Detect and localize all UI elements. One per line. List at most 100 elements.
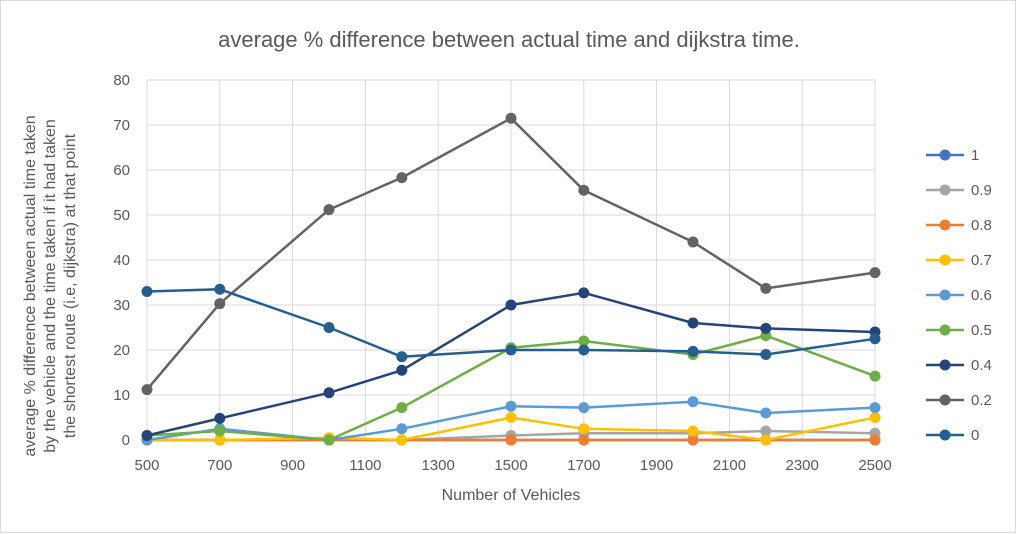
legend-item: 1 bbox=[926, 147, 979, 164]
legend-label: 0.9 bbox=[971, 182, 992, 199]
legend-item: 0.6 bbox=[926, 287, 992, 304]
series-lines bbox=[141, 112, 881, 446]
legend-item: 0.9 bbox=[926, 182, 992, 199]
x-tick-label: 1700 bbox=[567, 457, 600, 474]
data-point bbox=[869, 402, 881, 414]
data-point bbox=[214, 412, 226, 424]
data-point bbox=[869, 370, 881, 382]
y-tick-label: 50 bbox=[113, 207, 130, 224]
legend-swatch-marker bbox=[939, 149, 951, 161]
x-tick-label: 1900 bbox=[640, 457, 673, 474]
data-point bbox=[396, 172, 408, 184]
data-point bbox=[869, 412, 881, 423]
y-tick-label: 60 bbox=[113, 162, 130, 179]
y-axis-title-line: average % difference between actual time… bbox=[22, 115, 39, 456]
data-point bbox=[760, 425, 772, 437]
data-point bbox=[869, 333, 881, 345]
x-tick-label: 2500 bbox=[858, 457, 891, 474]
y-tick-label: 80 bbox=[113, 72, 130, 89]
x-tick-label: 700 bbox=[207, 457, 232, 474]
data-point bbox=[869, 434, 881, 446]
legend-swatch-marker bbox=[939, 394, 951, 406]
legend-item: 0 bbox=[926, 427, 979, 444]
x-tick-label: 2300 bbox=[786, 457, 819, 474]
data-point bbox=[578, 434, 590, 446]
x-axis-title: Number of Vehicles bbox=[442, 487, 581, 504]
data-point bbox=[396, 351, 408, 363]
y-tick-label: 40 bbox=[113, 252, 130, 269]
data-point bbox=[578, 287, 590, 299]
y-axis-title-line: the shortest route (i.e, dijkstra) at th… bbox=[62, 133, 79, 438]
data-point bbox=[578, 184, 590, 196]
legend-swatch-marker bbox=[939, 359, 951, 371]
x-tick-label: 1300 bbox=[422, 457, 455, 474]
x-tick-label: 2100 bbox=[713, 457, 746, 474]
legend-item: 0.8 bbox=[926, 217, 992, 234]
data-point bbox=[141, 430, 153, 441]
y-axis-title: average % difference between actual time… bbox=[22, 115, 79, 456]
legend-swatch-marker bbox=[939, 289, 951, 301]
x-tick-label: 1500 bbox=[494, 457, 527, 474]
legend-swatch-marker bbox=[939, 184, 951, 196]
data-point bbox=[687, 425, 699, 437]
data-point bbox=[323, 434, 335, 446]
legend-label: 0.4 bbox=[971, 357, 992, 374]
data-point bbox=[687, 345, 699, 357]
legend-swatch-marker bbox=[939, 429, 951, 441]
legend-swatch-marker bbox=[939, 219, 951, 231]
legend-swatch-marker bbox=[939, 324, 951, 336]
data-point bbox=[760, 407, 772, 419]
data-point bbox=[760, 282, 772, 294]
x-tick-label: 900 bbox=[280, 457, 305, 474]
gridlines bbox=[146, 79, 876, 440]
legend-label: 1 bbox=[971, 147, 979, 164]
data-point bbox=[760, 349, 772, 360]
data-point bbox=[214, 283, 226, 295]
legend-label: 0.8 bbox=[971, 217, 992, 234]
legend: 1 0.9 0.8 0.7 0.6 0.5 0.4 0.2 0 bbox=[926, 147, 992, 444]
data-point bbox=[214, 425, 226, 437]
data-point bbox=[214, 298, 226, 310]
series-0 bbox=[141, 283, 881, 363]
data-point bbox=[505, 400, 517, 412]
data-point bbox=[687, 434, 699, 446]
legend-label: 0.7 bbox=[971, 252, 992, 269]
data-point bbox=[141, 384, 153, 396]
x-tick-label: 500 bbox=[134, 457, 159, 474]
legend-swatch-marker bbox=[939, 254, 951, 266]
data-point bbox=[214, 434, 226, 446]
y-tick-label: 20 bbox=[113, 342, 130, 359]
data-point bbox=[760, 322, 772, 334]
legend-item: 0.7 bbox=[926, 252, 992, 269]
y-axis-title-line: by the vehicle and the time taken if it … bbox=[42, 119, 59, 453]
data-point bbox=[323, 204, 335, 216]
axes: 0 10 20 30 40 50 60 70 80 500 700 900 1100 1300 1500 17… bbox=[113, 72, 891, 474]
data-point bbox=[396, 364, 408, 376]
y-tick-label: 0 bbox=[122, 432, 130, 449]
data-point bbox=[578, 335, 590, 347]
data-point bbox=[323, 387, 335, 399]
legend-label: 0.2 bbox=[971, 392, 992, 409]
data-point bbox=[578, 423, 590, 435]
data-point bbox=[505, 299, 517, 311]
data-point bbox=[396, 434, 408, 446]
data-point bbox=[869, 267, 881, 279]
series-0-6 bbox=[141, 396, 881, 446]
data-point bbox=[687, 317, 699, 329]
data-point bbox=[396, 402, 408, 414]
series-0-4 bbox=[141, 287, 881, 441]
data-point bbox=[578, 402, 590, 414]
data-point bbox=[323, 322, 335, 333]
legend-item: 0.4 bbox=[926, 357, 992, 374]
legend-label: 0 bbox=[971, 427, 979, 444]
chart-title: average % difference between actual time… bbox=[218, 27, 800, 52]
legend-item: 0.5 bbox=[926, 322, 992, 339]
data-point bbox=[578, 344, 590, 356]
legend-item: 0.2 bbox=[926, 392, 992, 409]
data-point bbox=[505, 412, 517, 423]
data-point bbox=[760, 434, 772, 446]
data-point bbox=[505, 344, 517, 356]
data-point bbox=[687, 396, 699, 408]
